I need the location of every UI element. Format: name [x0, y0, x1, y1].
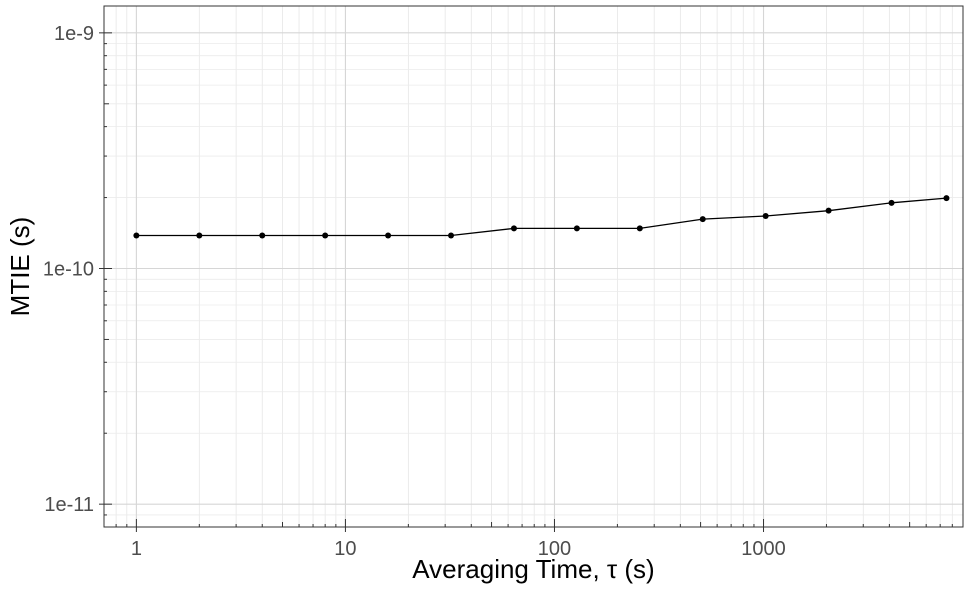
y-axis-title: MTIE (s)	[5, 217, 35, 317]
series-layer	[133, 195, 950, 239]
data-point	[636, 225, 643, 232]
data-point	[259, 232, 266, 239]
data-point	[762, 213, 769, 220]
y-tick-label: 1e-10	[43, 259, 94, 281]
x-tick-label: 100	[538, 538, 571, 560]
x-tick-label: 1000	[741, 538, 786, 560]
data-point	[699, 216, 706, 223]
plot-panel	[104, 6, 963, 527]
x-tick-labels: 1 10 100 1000	[131, 538, 786, 560]
y-tick-label: 1e-9	[54, 23, 94, 45]
series-line	[136, 197, 947, 237]
data-point	[196, 232, 203, 239]
y-tick-labels: 1e-11 1e-10 1e-9	[43, 23, 94, 516]
major-gridlines	[104, 6, 963, 527]
x-axis-title: Averaging Time, τ (s)	[412, 554, 654, 584]
data-point	[825, 207, 832, 214]
y-axis-ticks	[99, 32, 112, 528]
x-tick-label: 1	[131, 538, 142, 560]
data-point	[385, 232, 392, 239]
y-tick-label: 1e-11	[44, 494, 94, 516]
data-point	[133, 232, 140, 239]
x-axis-ticks	[103, 519, 964, 532]
data-point	[943, 195, 950, 202]
minor-gridlines	[103, 6, 964, 528]
plot-border	[103, 5, 964, 528]
data-point	[573, 225, 580, 232]
data-point	[510, 225, 517, 232]
data-point	[888, 199, 895, 206]
data-point	[322, 232, 329, 239]
x-tick-label: 10	[334, 538, 356, 560]
data-point	[448, 232, 455, 239]
